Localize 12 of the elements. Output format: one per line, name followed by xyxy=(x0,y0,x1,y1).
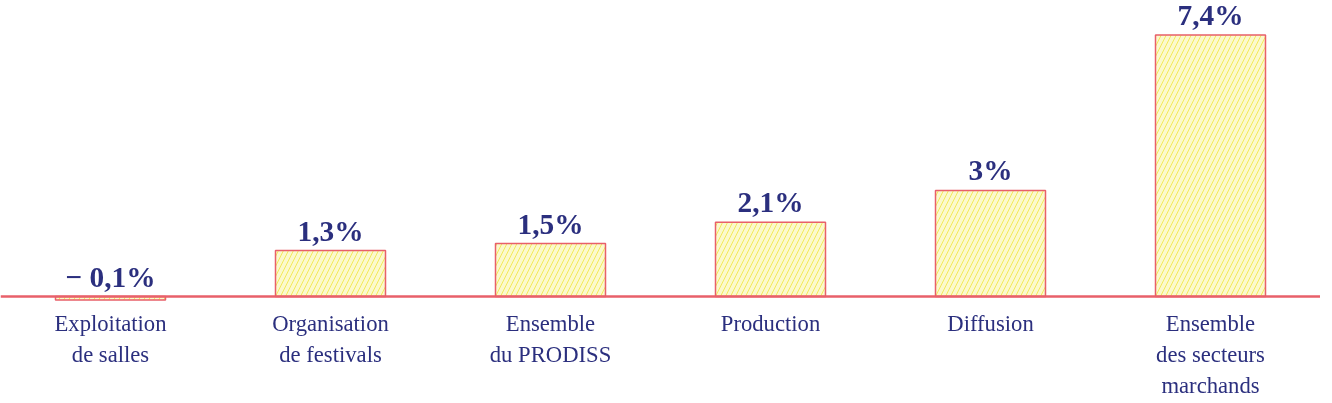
data-label: 1,3% xyxy=(297,214,364,247)
data-label: 1,5% xyxy=(517,207,584,240)
x-tick-label: Ensemble des secteurs marchands xyxy=(1156,310,1265,399)
data-label: 7,4% xyxy=(1177,0,1244,31)
data-label: − 0,1% xyxy=(65,260,156,293)
x-tick-label: Ensemble du PRODISS xyxy=(489,310,612,367)
x-tick-label: Organisation de festivals xyxy=(272,310,389,367)
x-tick-label: Exploitation de salles xyxy=(54,310,167,367)
x-tick-label: Diffusion xyxy=(947,310,1034,336)
data-label: 2,1% xyxy=(737,186,804,219)
data-label: 3% xyxy=(968,154,1013,187)
x-tick-label: Production xyxy=(720,310,821,336)
